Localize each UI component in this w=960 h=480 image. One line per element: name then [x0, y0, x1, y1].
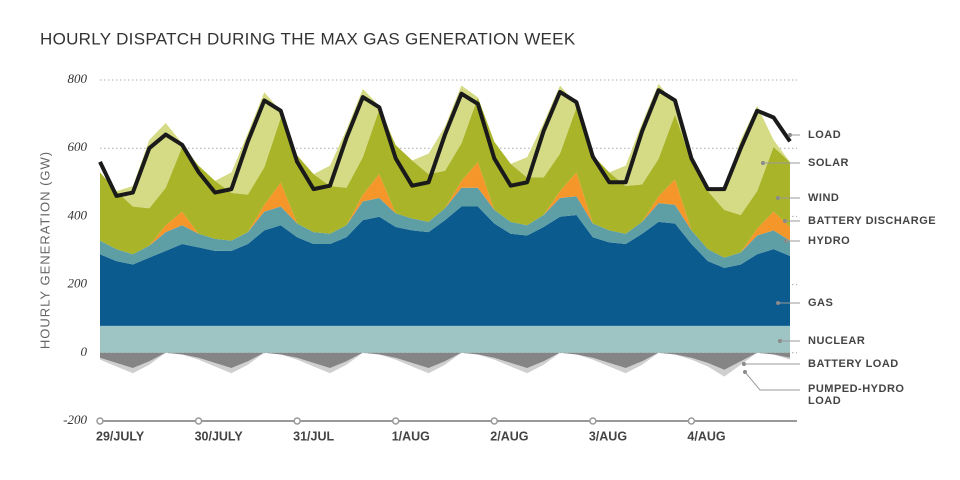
- area: [100, 83, 790, 216]
- x-tick-label: 4/AUG: [687, 429, 725, 443]
- area: [100, 206, 790, 326]
- x-tick-label: 2/AUG: [490, 429, 528, 443]
- area: [100, 97, 790, 258]
- y-tick-label: -200: [63, 412, 87, 427]
- x-tick: [490, 417, 499, 425]
- x-tick: [687, 417, 696, 425]
- legend-label: HYDRO: [808, 235, 851, 247]
- x-tick-label: 1/AUG: [392, 429, 430, 443]
- area: [100, 162, 790, 258]
- x-tick: [391, 417, 400, 425]
- x-tick: [293, 417, 301, 425]
- x-tick: [194, 417, 203, 425]
- y-tick-label: 200: [68, 276, 88, 291]
- y-tick-label: 0: [81, 344, 88, 359]
- area: [100, 325, 790, 353]
- x-tick-label: 29/JULY: [96, 429, 145, 443]
- area: [100, 187, 790, 268]
- x-tick-label: 30/JULY: [195, 429, 244, 443]
- legend-label: SOLAR: [808, 157, 849, 169]
- x-tick-label: 31/JUL: [293, 429, 334, 443]
- x-tick: [589, 417, 597, 425]
- y-tick-label: 600: [68, 139, 88, 154]
- y-tick-label: 800: [68, 71, 88, 86]
- y-axis-title: HOURLY GENERATION (GW): [37, 151, 52, 349]
- legend-label: LOAD: [808, 129, 842, 141]
- legend-label: WIND: [808, 192, 840, 204]
- area: [100, 352, 790, 377]
- y-tick-label: 400: [68, 207, 88, 222]
- legend-label: BATTERY DISCHARGE: [808, 215, 937, 227]
- x-tick: [96, 417, 104, 425]
- x-tick-label: 3/AUG: [589, 429, 627, 443]
- legend-label: PUMPED-HYDRO LOAD: [808, 383, 905, 407]
- legend-pointer: [744, 371, 800, 391]
- legend-label: BATTERY LOAD: [808, 358, 899, 370]
- legend-label: NUCLEAR: [808, 335, 866, 347]
- legend-label: GAS: [808, 297, 834, 309]
- chart-title: HOURLY DISPATCH DURING THE MAX GAS GENER…: [40, 29, 576, 48]
- load-line: [98, 88, 792, 198]
